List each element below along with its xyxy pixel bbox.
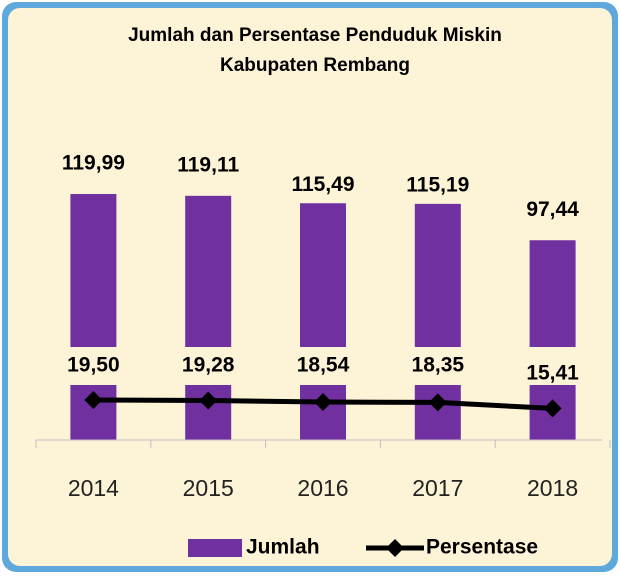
legend-label: Jumlah [246,536,320,559]
x-tick-label: 2018 [527,475,578,501]
chart-title: Kabupaten Rembang [220,55,410,76]
chart-title: Jumlah dan Persentase Penduduk Miskin [128,25,502,46]
line-label-box [283,347,363,385]
line-value-label: 19,28 [182,354,235,377]
marker [199,391,218,410]
bar-value-label: 119,11 [177,153,239,176]
x-tick-label: 2015 [183,475,234,501]
x-tick-label: 2016 [297,475,348,501]
legend-label: Persentase [426,536,538,559]
marker [84,391,103,410]
line-value-label: 19,50 [67,354,120,377]
marker [428,393,447,412]
line-label-box [397,347,478,385]
bar-value-label: 115,19 [406,173,469,196]
x-tick-label: 2017 [412,475,463,501]
line-value-label: 18,35 [412,354,465,377]
line-value-label: 15,41 [526,362,579,385]
bar-value-label: 115,49 [291,173,354,196]
legend-marker [386,539,404,557]
legend-swatch [188,539,242,557]
bar-value-label: 97,44 [526,198,579,221]
marker [314,392,332,411]
marker [543,399,562,418]
line-label-box [168,347,249,385]
x-tick-label: 2014 [68,475,119,501]
bar-value-label: 119,99 [62,152,125,175]
line-value-label: 18,54 [297,354,350,377]
line-label-box [512,347,593,385]
line-label-box [53,347,134,385]
